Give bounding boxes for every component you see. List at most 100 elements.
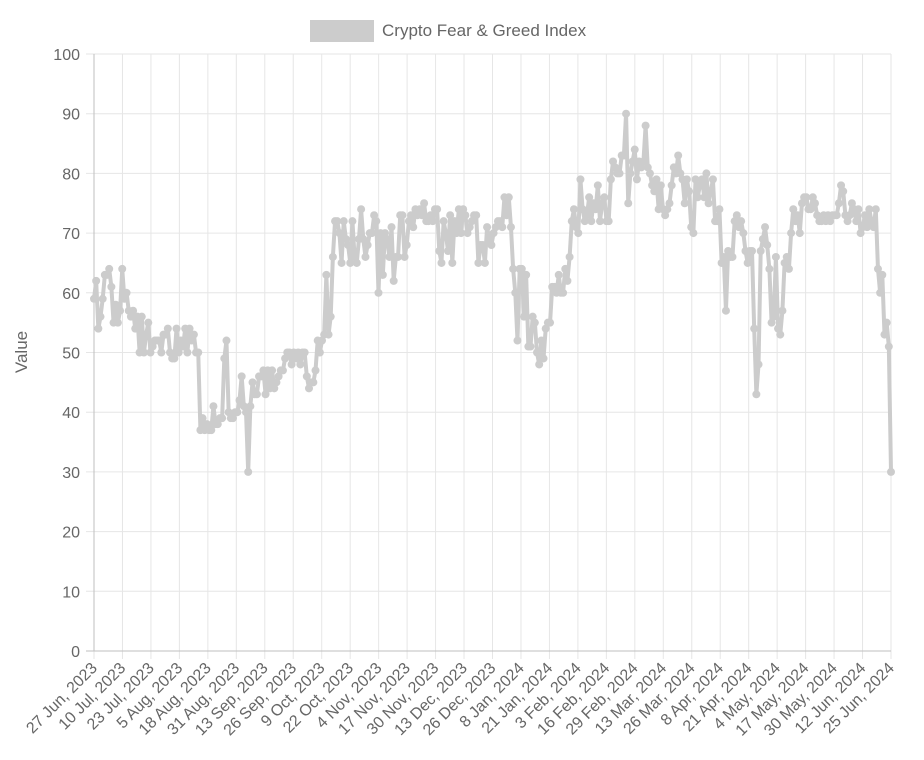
data-point[interactable] (487, 241, 496, 250)
data-point[interactable] (876, 288, 885, 297)
data-point[interactable] (698, 175, 707, 184)
data-point[interactable] (639, 157, 648, 166)
data-point[interactable] (394, 252, 403, 261)
data-point[interactable] (832, 211, 841, 220)
data-point[interactable] (530, 318, 539, 327)
data-point[interactable] (296, 360, 305, 369)
data-point[interactable] (693, 193, 702, 202)
data-point[interactable] (252, 390, 261, 399)
data-point[interactable] (409, 223, 418, 232)
data-point[interactable] (884, 342, 893, 351)
data-point[interactable] (871, 205, 880, 214)
data-point[interactable] (441, 229, 450, 238)
data-point[interactable] (802, 193, 811, 202)
data-point[interactable] (721, 306, 730, 315)
data-point[interactable] (782, 252, 791, 261)
data-point[interactable] (567, 217, 576, 226)
data-point[interactable] (324, 330, 333, 339)
data-point[interactable] (207, 426, 216, 435)
data-point[interactable] (763, 241, 772, 250)
data-point[interactable] (771, 252, 780, 261)
data-point[interactable] (361, 252, 370, 261)
data-point[interactable] (504, 193, 513, 202)
data-point[interactable] (656, 181, 665, 190)
data-point[interactable] (179, 342, 188, 351)
data-point[interactable] (619, 151, 628, 160)
data-point[interactable] (563, 276, 572, 285)
data-point[interactable] (691, 175, 700, 184)
data-point[interactable] (554, 270, 563, 279)
data-point[interactable] (559, 288, 568, 297)
data-point[interactable] (472, 211, 481, 220)
data-point[interactable] (163, 324, 172, 333)
data-point[interactable] (596, 217, 604, 226)
data-point[interactable] (863, 223, 872, 232)
data-point[interactable] (737, 217, 746, 226)
data-point[interactable] (357, 205, 366, 214)
data-point[interactable] (882, 318, 891, 327)
data-point[interactable] (94, 324, 103, 333)
data-point[interactable] (834, 199, 843, 208)
data-point[interactable] (398, 211, 407, 220)
data-point[interactable] (615, 169, 624, 178)
data-point[interactable] (142, 330, 151, 339)
data-point[interactable] (606, 175, 615, 184)
data-point[interactable] (887, 467, 895, 476)
data-point[interactable] (326, 312, 335, 321)
data-point[interactable] (367, 229, 376, 238)
data-point[interactable] (407, 211, 416, 220)
data-point[interactable] (706, 187, 715, 196)
data-point[interactable] (739, 229, 748, 238)
data-point[interactable] (743, 258, 752, 267)
data-point[interactable] (448, 258, 457, 267)
data-point[interactable] (810, 199, 819, 208)
data-point[interactable] (624, 199, 633, 208)
data-point[interactable] (328, 252, 337, 261)
data-point[interactable] (352, 258, 361, 267)
data-point[interactable] (574, 229, 583, 238)
data-point[interactable] (363, 241, 372, 250)
data-point[interactable] (513, 336, 522, 345)
data-point[interactable] (220, 354, 229, 363)
data-point[interactable] (860, 211, 869, 220)
data-point[interactable] (385, 252, 394, 261)
data-point[interactable] (287, 360, 296, 369)
data-point[interactable] (420, 199, 429, 208)
data-point[interactable] (852, 217, 861, 226)
data-point[interactable] (105, 264, 114, 273)
data-point[interactable] (378, 270, 387, 279)
data-point[interactable] (439, 217, 448, 226)
data-point[interactable] (107, 282, 116, 291)
data-point[interactable] (506, 223, 515, 232)
data-point[interactable] (761, 223, 770, 232)
data-point[interactable] (765, 264, 774, 273)
data-point[interactable] (157, 348, 166, 357)
data-point[interactable] (795, 229, 804, 238)
data-point[interactable] (155, 336, 164, 345)
data-point[interactable] (565, 252, 574, 261)
data-point[interactable] (359, 235, 368, 244)
data-point[interactable] (443, 247, 452, 256)
data-point[interactable] (235, 396, 244, 405)
data-point[interactable] (309, 378, 318, 387)
data-point[interactable] (561, 264, 570, 273)
data-point[interactable] (218, 414, 227, 423)
data-point[interactable] (622, 109, 631, 118)
data-point[interactable] (302, 372, 311, 381)
data-point[interactable] (854, 205, 863, 214)
data-point[interactable] (174, 348, 183, 357)
data-point[interactable] (533, 348, 542, 357)
data-point[interactable] (183, 348, 192, 357)
data-point[interactable] (728, 252, 737, 261)
data-point[interactable] (880, 330, 889, 339)
data-point[interactable] (787, 229, 796, 238)
data-point[interactable] (839, 187, 848, 196)
data-point[interactable] (708, 175, 717, 184)
data-point[interactable] (582, 211, 591, 220)
data-point[interactable] (333, 217, 342, 226)
data-point[interactable] (372, 217, 381, 226)
data-point[interactable] (632, 175, 641, 184)
data-point[interactable] (428, 217, 437, 226)
data-point[interactable] (674, 151, 683, 160)
data-point[interactable] (793, 211, 802, 220)
